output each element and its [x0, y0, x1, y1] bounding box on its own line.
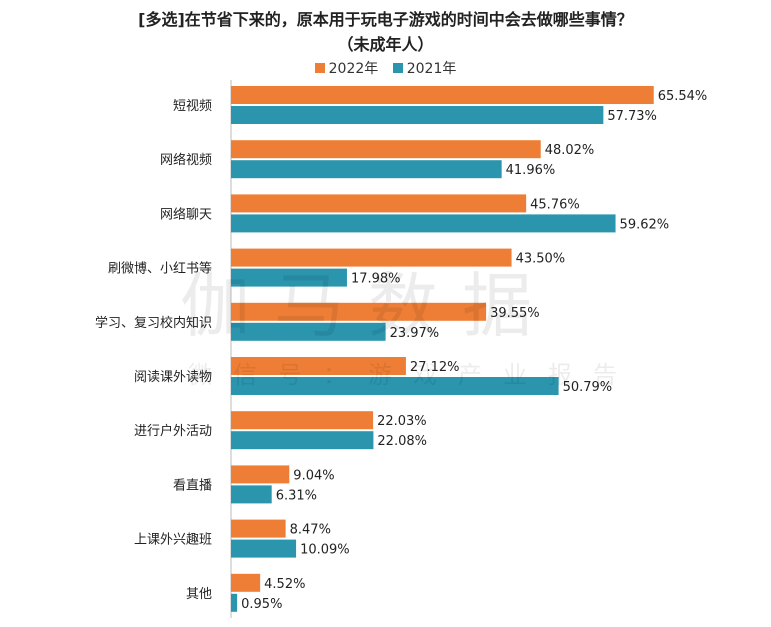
bar-2022-8 — [231, 519, 286, 538]
bar-2021-6 — [231, 431, 374, 450]
legend-item-2022: 2022年 — [314, 58, 379, 78]
legend-item-2021: 2021年 — [392, 58, 457, 78]
bar-2021-1 — [231, 160, 502, 179]
data-label: 45.76% — [530, 197, 580, 212]
bar-2022-9 — [231, 573, 261, 592]
legend-swatch-2021 — [392, 63, 403, 73]
bar-2021-7 — [231, 485, 272, 504]
data-label: 17.98% — [351, 272, 401, 287]
category-label: 短视频 — [173, 99, 212, 114]
bar-2022-7 — [231, 465, 290, 484]
data-label: 9.04% — [293, 468, 334, 483]
legend-label-2021: 2021年 — [406, 61, 457, 77]
chart-subtitle: （未成年人） — [337, 35, 434, 54]
data-label: 65.54% — [658, 89, 708, 104]
bar-2021-9 — [231, 593, 238, 612]
data-label: 27.12% — [410, 360, 460, 375]
category-label: 网络聊天 — [160, 206, 212, 222]
bar-2022-2 — [231, 194, 527, 213]
bar-2022-5 — [231, 357, 406, 375]
bar-2022-6 — [231, 411, 374, 430]
category-label: 其他 — [186, 587, 212, 602]
data-label: 22.03% — [377, 414, 427, 429]
bar-2022-4 — [231, 302, 487, 321]
bar-2021-5 — [231, 377, 559, 395]
watermark-subtitle: 微信号：游戏产业报告 — [188, 361, 638, 389]
data-label: 43.50% — [516, 252, 566, 267]
bar-2022-1 — [231, 140, 541, 159]
data-label: 41.96% — [506, 163, 556, 178]
data-label: 39.55% — [490, 306, 540, 321]
data-label: 57.73% — [607, 109, 657, 124]
category-label: 看直播 — [173, 477, 212, 493]
legend-swatch-2022 — [314, 63, 325, 73]
data-label: 22.08% — [377, 434, 427, 449]
watermark: 伽马数据 — [180, 265, 556, 347]
data-label: 0.95% — [241, 597, 282, 612]
data-label: 6.31% — [276, 488, 317, 503]
data-label: 10.09% — [300, 543, 350, 558]
data-label: 23.97% — [390, 326, 440, 341]
bar-2021-4 — [231, 322, 386, 341]
bar-2022-0 — [231, 86, 654, 104]
bar-2021-3 — [231, 268, 347, 287]
bar-2021-0 — [231, 106, 604, 124]
bar-2022-3 — [231, 248, 512, 267]
chart-title: [多选]在节省下来的，原本用于玩电子游戏的时间中会去做哪些事情？ — [138, 10, 633, 29]
data-label: 4.52% — [264, 577, 305, 592]
legend-label-2022: 2022年 — [328, 61, 379, 77]
category-label: 网络视频 — [160, 152, 212, 168]
bar-2021-2 — [231, 214, 616, 233]
legend: 2022年 2021年 — [0, 58, 771, 78]
category-label: 进行户外活动 — [134, 423, 212, 439]
category-label: 刷微博、小红书等 — [108, 261, 212, 277]
data-label: 50.79% — [563, 380, 613, 395]
bar-2021-8 — [231, 539, 297, 558]
data-label: 48.02% — [545, 143, 595, 158]
data-label: 59.62% — [620, 217, 670, 232]
category-label: 上课外兴趣班 — [134, 533, 212, 548]
data-label: 8.47% — [290, 523, 331, 538]
category-label: 学习、复习校内知识 — [95, 315, 212, 331]
category-label: 阅读课外读物 — [134, 370, 212, 385]
